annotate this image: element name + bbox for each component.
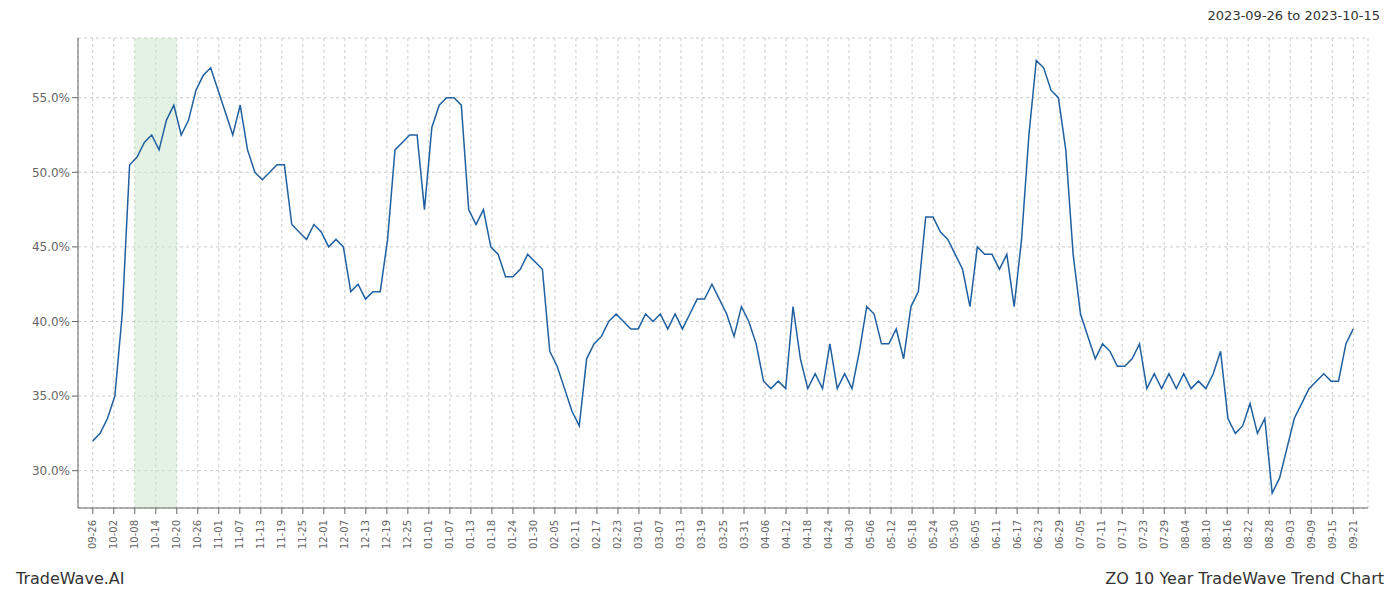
- svg-text:10-02: 10-02: [108, 520, 119, 549]
- svg-text:11-01: 11-01: [213, 520, 224, 549]
- svg-text:04-18: 04-18: [802, 520, 813, 549]
- svg-text:05-24: 05-24: [928, 520, 939, 549]
- svg-text:06-29: 06-29: [1054, 520, 1065, 549]
- html-text:TradeWave.AI: TradeWave.AI: [16, 569, 125, 588]
- svg-text:03-13: 03-13: [675, 520, 686, 549]
- svg-text:06-17: 06-17: [1012, 520, 1023, 549]
- svg-text:01-24: 01-24: [507, 520, 518, 549]
- svg-text:07-17: 07-17: [1117, 520, 1128, 549]
- svg-text:10-14: 10-14: [150, 520, 161, 549]
- svg-text:04-06: 04-06: [760, 520, 771, 549]
- svg-text:12-19: 12-19: [381, 520, 392, 549]
- svg-text:40.0%: 40.0%: [32, 315, 70, 329]
- svg-text:03-07: 03-07: [654, 520, 665, 549]
- svg-text:10-20: 10-20: [171, 520, 182, 549]
- svg-text:03-31: 03-31: [739, 520, 750, 549]
- svg-text:03-01: 03-01: [633, 520, 644, 549]
- svg-text:09-09: 09-09: [1306, 520, 1317, 549]
- svg-text:01-01: 01-01: [423, 520, 434, 549]
- svg-text:11-19: 11-19: [276, 520, 287, 549]
- svg-text:09-26: 09-26: [87, 520, 98, 549]
- svg-text:04-24: 04-24: [823, 520, 834, 549]
- svg-text:07-29: 07-29: [1159, 520, 1170, 549]
- svg-text:05-30: 05-30: [949, 520, 960, 549]
- svg-text:11-25: 11-25: [297, 520, 308, 549]
- svg-text:04-30: 04-30: [844, 520, 855, 549]
- svg-text:07-11: 07-11: [1096, 520, 1107, 549]
- svg-text:09-15: 09-15: [1327, 520, 1338, 549]
- svg-text:10-08: 10-08: [129, 520, 140, 549]
- svg-text:11-07: 11-07: [234, 520, 245, 549]
- svg-text:09-21: 09-21: [1348, 520, 1359, 549]
- svg-text:35.0%: 35.0%: [32, 389, 70, 403]
- svg-text:01-07: 01-07: [444, 520, 455, 549]
- svg-text:05-18: 05-18: [907, 520, 918, 549]
- svg-text:12-07: 12-07: [339, 520, 350, 549]
- svg-text:11-13: 11-13: [255, 520, 266, 549]
- svg-text:45.0%: 45.0%: [32, 240, 70, 254]
- svg-text:02-05: 02-05: [549, 520, 560, 549]
- svg-text:02-17: 02-17: [591, 520, 602, 549]
- svg-text:03-25: 03-25: [718, 520, 729, 549]
- svg-text:08-28: 08-28: [1264, 520, 1275, 549]
- svg-text:01-18: 01-18: [486, 520, 497, 549]
- html-text:2023-09-26 to 2023-10-15: 2023-09-26 to 2023-10-15: [1207, 8, 1380, 23]
- svg-text:08-22: 08-22: [1243, 520, 1254, 549]
- svg-text:01-13: 01-13: [465, 520, 476, 549]
- html-text:ZO 10 Year TradeWave Trend Cha: ZO 10 Year TradeWave Trend Chart: [1105, 569, 1384, 588]
- svg-text:02-11: 02-11: [570, 520, 581, 549]
- svg-text:09-03: 09-03: [1285, 520, 1296, 549]
- svg-text:08-10: 08-10: [1201, 520, 1212, 549]
- svg-text:01-30: 01-30: [528, 520, 539, 549]
- svg-text:12-13: 12-13: [360, 520, 371, 549]
- svg-text:08-16: 08-16: [1222, 520, 1233, 549]
- svg-text:50.0%: 50.0%: [32, 166, 70, 180]
- svg-text:08-04: 08-04: [1180, 520, 1191, 549]
- svg-text:06-23: 06-23: [1033, 520, 1044, 549]
- svg-text:02-23: 02-23: [612, 520, 623, 549]
- svg-text:55.0%: 55.0%: [32, 91, 70, 105]
- svg-text:07-23: 07-23: [1138, 520, 1149, 549]
- svg-text:06-05: 06-05: [970, 520, 981, 549]
- svg-text:05-12: 05-12: [886, 520, 897, 549]
- svg-text:04-12: 04-12: [781, 520, 792, 549]
- svg-text:12-25: 12-25: [402, 520, 413, 549]
- svg-text:12-01: 12-01: [318, 520, 329, 549]
- svg-text:05-06: 05-06: [865, 520, 876, 549]
- svg-text:30.0%: 30.0%: [32, 464, 70, 478]
- svg-text:10-26: 10-26: [192, 520, 203, 549]
- svg-text:03-19: 03-19: [696, 520, 707, 549]
- svg-text:06-11: 06-11: [991, 520, 1002, 549]
- svg-text:07-05: 07-05: [1075, 520, 1086, 549]
